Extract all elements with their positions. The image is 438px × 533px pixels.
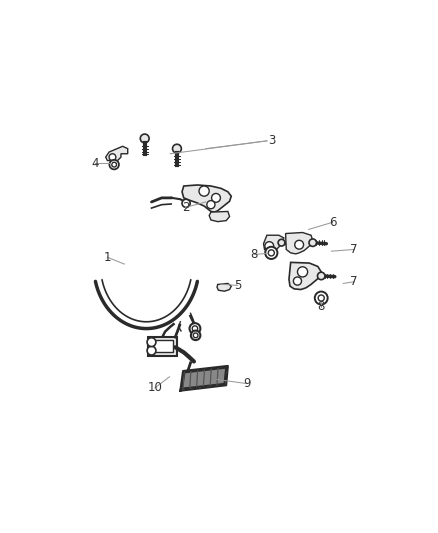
Circle shape: [295, 240, 304, 249]
Circle shape: [297, 267, 307, 277]
Polygon shape: [209, 212, 230, 222]
Circle shape: [309, 239, 317, 246]
Circle shape: [182, 199, 190, 207]
Polygon shape: [289, 262, 321, 289]
Circle shape: [265, 247, 277, 259]
Polygon shape: [148, 337, 177, 356]
Circle shape: [147, 346, 156, 355]
Circle shape: [173, 144, 181, 153]
Text: 8: 8: [318, 300, 325, 313]
Text: 6: 6: [328, 216, 336, 229]
Circle shape: [191, 330, 200, 340]
Text: 4: 4: [91, 157, 99, 169]
Circle shape: [112, 162, 117, 167]
Circle shape: [147, 338, 156, 346]
Polygon shape: [182, 185, 231, 212]
Text: 1: 1: [104, 251, 111, 264]
Circle shape: [109, 154, 116, 160]
Text: 8: 8: [251, 248, 258, 261]
Text: 7: 7: [350, 275, 358, 288]
Circle shape: [265, 241, 274, 251]
Circle shape: [278, 239, 285, 246]
Polygon shape: [217, 284, 231, 291]
Circle shape: [268, 250, 274, 256]
Text: 3: 3: [268, 134, 276, 147]
Text: 2: 2: [182, 201, 189, 214]
Circle shape: [315, 292, 328, 304]
Circle shape: [140, 134, 149, 143]
Text: 5: 5: [234, 279, 241, 292]
Polygon shape: [106, 146, 128, 160]
Polygon shape: [286, 232, 313, 254]
Polygon shape: [264, 235, 284, 252]
Text: 7: 7: [350, 243, 358, 256]
Circle shape: [199, 186, 209, 196]
Text: 10: 10: [148, 382, 162, 394]
Text: 9: 9: [243, 377, 250, 390]
Circle shape: [318, 272, 325, 280]
Circle shape: [207, 200, 215, 209]
Polygon shape: [182, 368, 226, 389]
Circle shape: [192, 326, 198, 332]
Circle shape: [318, 295, 324, 301]
Circle shape: [190, 323, 200, 334]
Circle shape: [193, 333, 198, 338]
Circle shape: [110, 160, 119, 169]
Circle shape: [293, 277, 301, 285]
Polygon shape: [153, 341, 173, 352]
Circle shape: [212, 193, 220, 203]
